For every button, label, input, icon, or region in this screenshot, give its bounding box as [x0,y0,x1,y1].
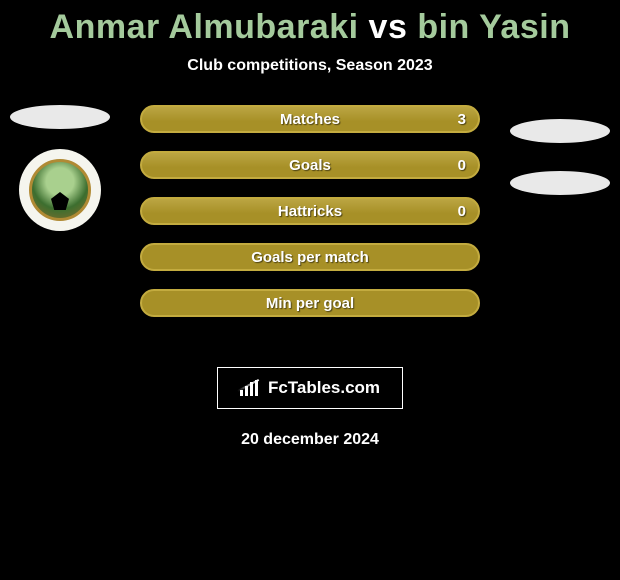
chart-icon [240,380,260,396]
stat-bar: Goals per match [140,243,480,271]
comparison-date: 20 december 2024 [0,431,620,449]
player2-avatar-placeholder [510,119,610,143]
stat-value-right: 0 [458,203,466,220]
vs-text: vs [369,8,408,46]
stat-bar: Hattricks 0 [140,197,480,225]
stat-bar: Min per goal [140,289,480,317]
stat-value-right: 3 [458,111,466,128]
comparison-subtitle: Club competitions, Season 2023 [0,57,620,75]
stat-label: Min per goal [266,295,354,312]
comparison-area: Matches 3 Goals 0 Hattricks 0 Goals per match M… [0,105,620,345]
footer-area: FcTables.com 20 december 2024 [0,367,620,449]
stat-bar: Goals 0 [140,151,480,179]
player1-column [0,105,120,231]
brand-label: FcTables.com [268,378,380,398]
player1-name: Anmar Almubaraki [50,8,359,46]
stat-label: Hattricks [278,203,342,220]
player2-column [500,105,620,195]
brand-box[interactable]: FcTables.com [217,367,403,409]
stat-label: Goals [289,157,331,174]
player2-name: bin Yasin [417,8,570,46]
stat-bar: Matches 3 [140,105,480,133]
player2-team-placeholder [510,171,610,195]
comparison-title: Anmar Almubaraki vs bin Yasin [0,0,620,47]
team-crest-icon [29,159,91,221]
player1-team-badge [19,149,101,231]
stat-value-right: 0 [458,157,466,174]
player1-avatar-placeholder [10,105,110,129]
stat-label: Matches [280,111,340,128]
stat-bars: Matches 3 Goals 0 Hattricks 0 Goals per match M… [140,105,480,317]
stat-label: Goals per match [251,249,369,266]
